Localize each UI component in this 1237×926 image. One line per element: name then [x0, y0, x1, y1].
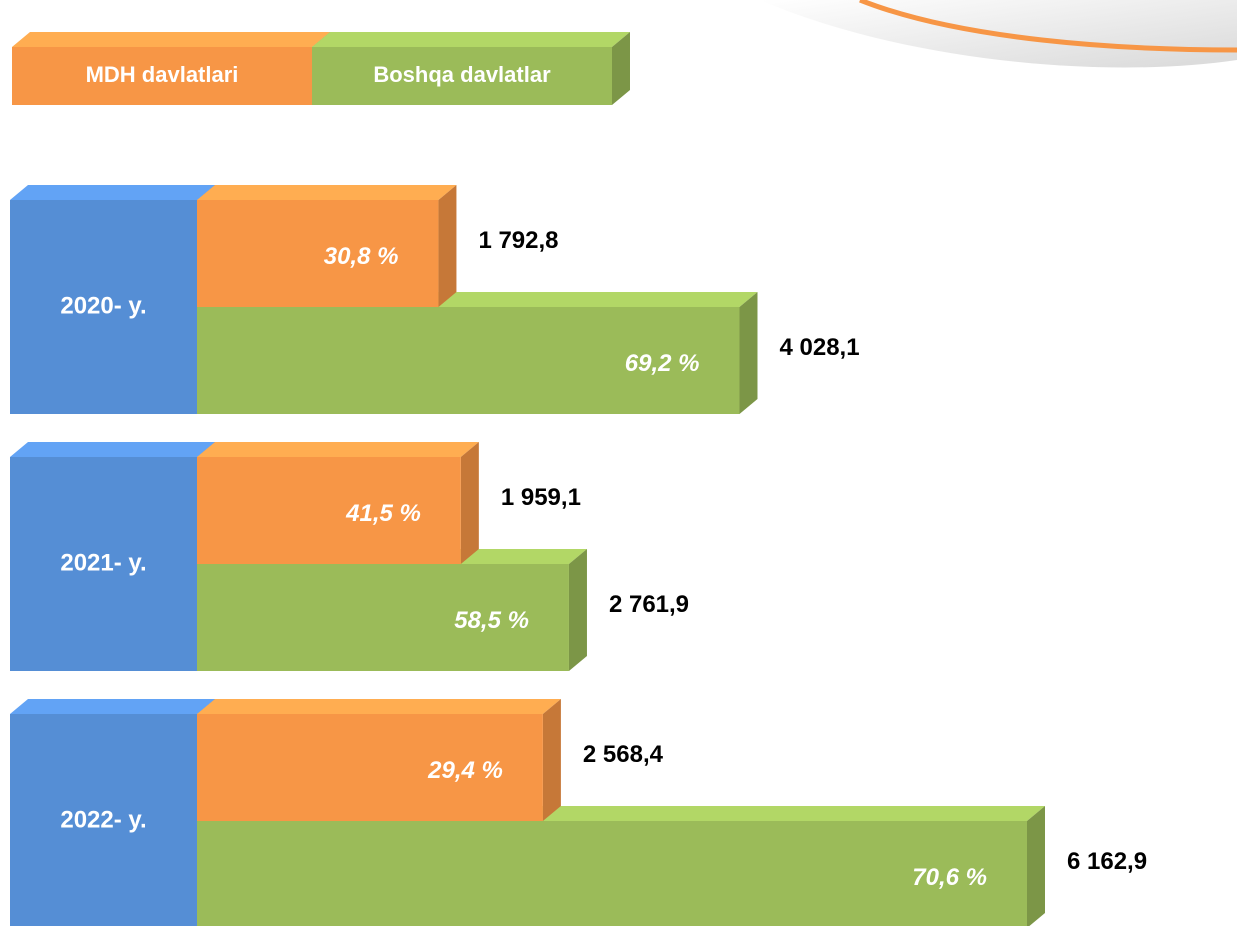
chart: MDH davlatlari Boshqa davlatlar 2020- y. 69… [0, 0, 1237, 926]
bar-side [438, 185, 456, 307]
share-label: 70,6 % [912, 864, 987, 891]
category-label: 2022- y. [60, 806, 146, 833]
bar-top [197, 185, 456, 200]
value-label: 6 162,9 [1067, 848, 1147, 875]
bar [197, 200, 438, 307]
value-label: 2 761,9 [609, 591, 689, 618]
legend-swatch-top [12, 32, 330, 47]
bar [197, 821, 1027, 926]
bar-side [739, 292, 757, 414]
value-label: 1 792,8 [478, 227, 558, 254]
share-label: 30,8 % [324, 243, 399, 270]
bar [197, 457, 461, 564]
legend-swatch-top [312, 32, 630, 47]
category-block-top [10, 185, 215, 200]
value-label: 1 959,1 [501, 484, 581, 511]
share-label: 29,4 % [427, 757, 503, 784]
bar-top [197, 442, 479, 457]
bar-side [1027, 806, 1045, 926]
value-label: 4 028,1 [779, 334, 859, 361]
category-label: 2021- y. [60, 549, 146, 576]
share-label: 41,5 % [345, 500, 421, 527]
bar-side [569, 549, 587, 671]
category-label: 2020- y. [60, 292, 146, 319]
share-label: 58,5 % [454, 607, 529, 634]
share-label: 69,2 % [625, 350, 700, 377]
legend-label: Boshqa davlatlar [373, 62, 551, 87]
category-block-top [10, 699, 215, 714]
bar-top [197, 699, 561, 714]
value-label: 2 568,4 [583, 741, 664, 768]
bar-side [543, 699, 561, 821]
bar-side [461, 442, 479, 564]
category-block-top [10, 442, 215, 457]
legend-label: MDH davlatlari [86, 62, 239, 87]
